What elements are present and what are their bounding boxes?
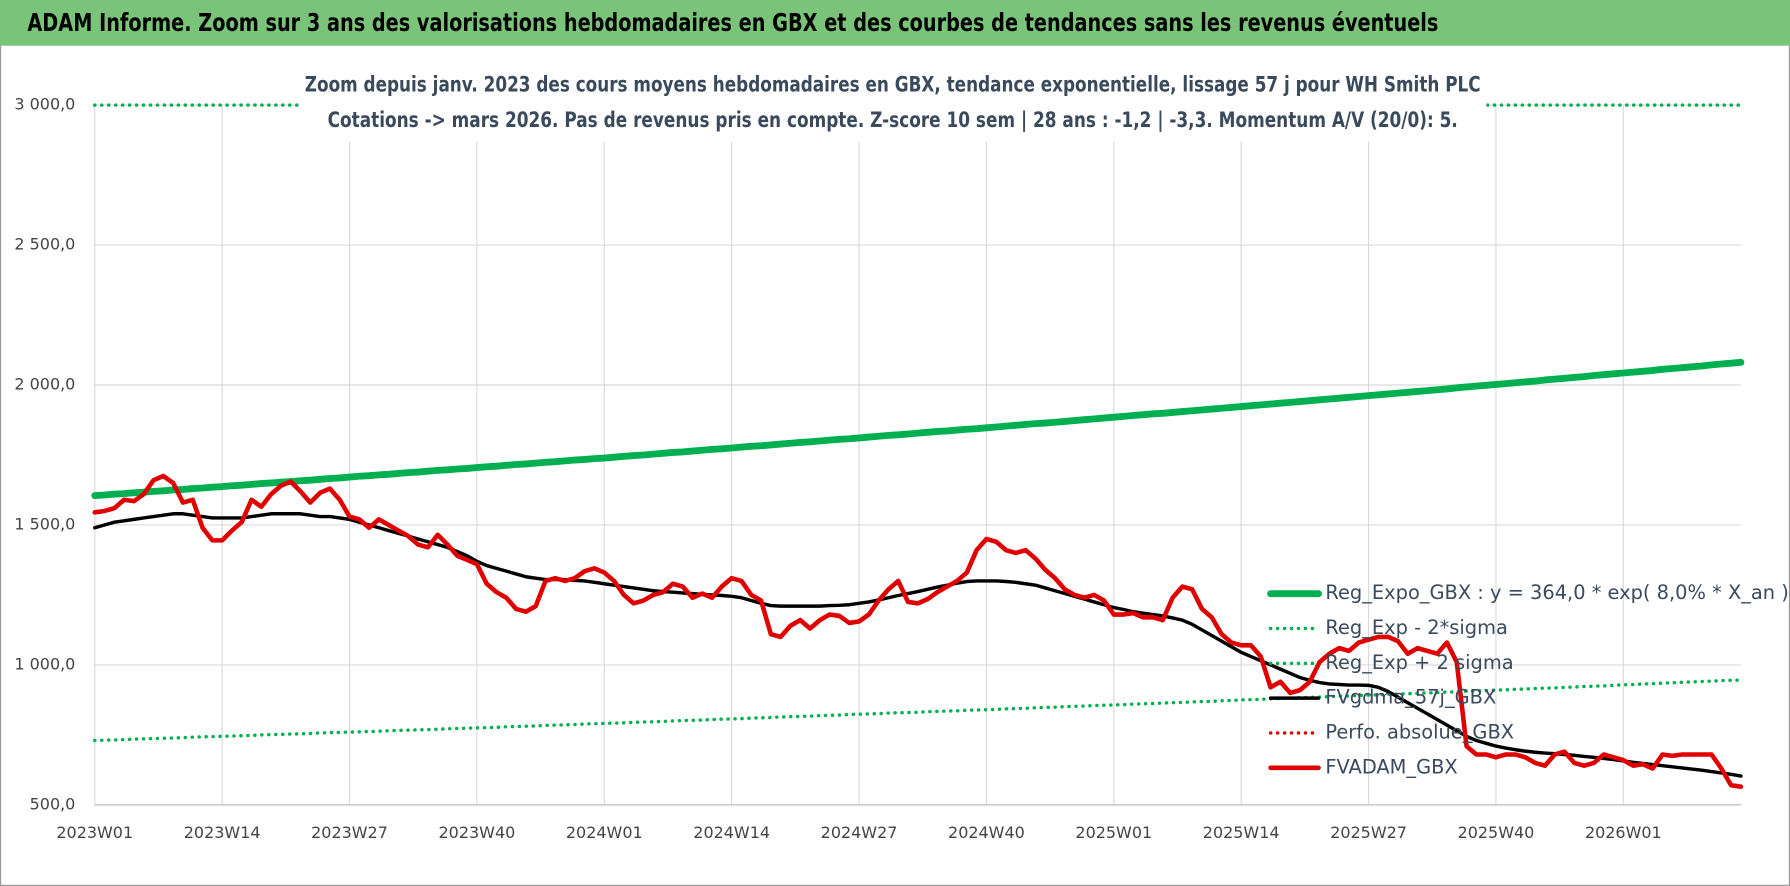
x-tick-label: 2025W14 xyxy=(1203,823,1280,842)
x-tick-label: 2023W01 xyxy=(56,823,133,842)
legend: Reg_Expo_GBX : y = 364,0 * exp( 8,0% * X… xyxy=(1267,581,1789,778)
title-box xyxy=(299,66,1487,142)
x-tick-label: 2023W40 xyxy=(439,823,516,842)
y-tick-label: 500,0 xyxy=(30,794,76,813)
x-tick-label: 2024W40 xyxy=(948,823,1025,842)
legend-label: FVgdma_57j_GBX xyxy=(1325,686,1496,709)
chart-subtitle: Cotations -> mars 2026. Pas de revenus p… xyxy=(328,108,1458,133)
legend-label: Reg_Exp + 2 sigma xyxy=(1325,651,1513,674)
y-tick-label: 2 000,0 xyxy=(14,375,75,394)
legend-label: Perfo. absolue_GBX xyxy=(1325,720,1514,743)
x-tick-label: 2024W27 xyxy=(821,823,898,842)
legend-label: Reg_Exp - 2*sigma xyxy=(1325,616,1508,639)
plot-area: 500,0 1 000,0 1 500,0 2 000,0 2 500,0 3 000,0… xyxy=(14,95,1745,842)
x-tick-label: 2025W01 xyxy=(1075,823,1152,842)
x-tick-label: 2024W14 xyxy=(693,823,770,842)
series-line xyxy=(91,358,1745,499)
y-tick-label: 1 500,0 xyxy=(14,514,75,533)
x-tick-label: 2025W27 xyxy=(1330,823,1407,842)
header-title: ADAM Informe. Zoom sur 3 ans des valoris… xyxy=(27,8,1438,37)
y-tick-label: 2 500,0 xyxy=(14,235,75,254)
x-tick-label: 2026W01 xyxy=(1585,823,1662,842)
header-band xyxy=(0,0,1790,46)
y-tick-label: 1 000,0 xyxy=(14,654,75,673)
x-tick-label: 2025W40 xyxy=(1458,823,1535,842)
legend-label: FVADAM_GBX xyxy=(1325,755,1457,778)
series-line xyxy=(93,678,1743,743)
x-tick-label: 2023W14 xyxy=(184,823,261,842)
series-line xyxy=(92,473,1744,789)
chart-title: Zoom depuis janv. 2023 des cours moyens … xyxy=(305,73,1481,98)
legend-label: Reg_Expo_GBX : y = 364,0 * exp( 8,0% * X… xyxy=(1325,581,1788,604)
x-tick-label: 2023W27 xyxy=(311,823,388,842)
x-tick-label: 2024W01 xyxy=(566,823,643,842)
y-tick-label: 3 000,0 xyxy=(14,95,75,114)
